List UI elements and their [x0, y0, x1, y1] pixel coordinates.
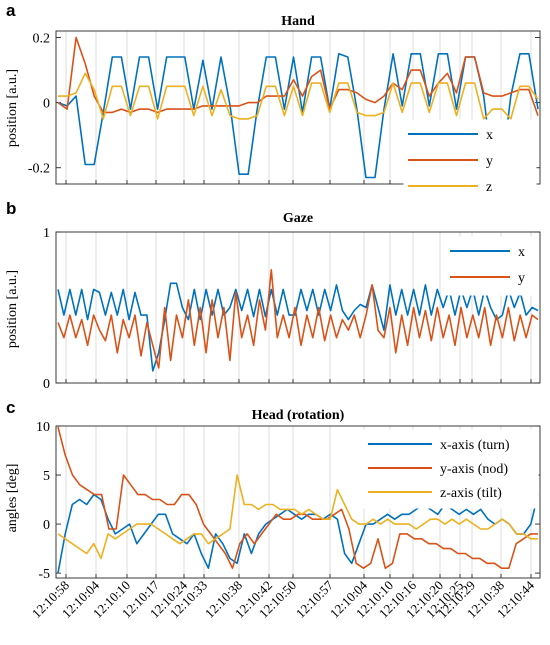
legend-label: z	[486, 180, 492, 195]
panel-c-series	[57, 426, 539, 574]
series-line-x	[57, 53, 539, 179]
panel-c-legend: x-axis (turn) y-axis (nod) z-axis (tilt)	[363, 429, 539, 509]
series-line-x	[57, 282, 539, 372]
legend-label: x-axis (turn)	[440, 438, 510, 453]
legend-label: y-axis (nod)	[440, 462, 508, 477]
panel-b: b Gaze position [a.u.] 0 1 xy	[5, 199, 541, 392]
panel-label-c: c	[6, 398, 15, 417]
x-axis-tick-labels: 12:10:5812:10:0412:10:1012:10:1712:10:24…	[29, 577, 538, 621]
panel-b-legend: xy	[445, 236, 539, 296]
y-tick-label: 1	[43, 226, 50, 241]
panel-a-legend: xyz	[403, 119, 537, 205]
y-tick-label: -5	[38, 567, 50, 582]
panel-c: c Head (rotation) angles [deg] -5 0 5 10 x-…	[5, 398, 541, 582]
panel-c-title: Head (rotation)	[252, 408, 345, 423]
series-line-y	[57, 36, 539, 116]
panel-b-ylabel: position [a.u.]	[5, 270, 20, 348]
panel-a-ticks: -0.2 0 0.2	[28, 32, 540, 184]
panel-a-ylabel: position [a.u.]	[5, 69, 20, 147]
y-tick-label: 0	[43, 97, 50, 112]
panel-c-frame	[55, 425, 541, 579]
series-line-y-axis-nod-	[57, 426, 538, 569]
y-tick-label: 0.2	[33, 32, 51, 47]
legend-label: y	[518, 271, 525, 286]
legend-box	[445, 236, 539, 296]
panel-label-a: a	[6, 1, 16, 20]
legend-label: z-axis (tilt)	[440, 486, 502, 501]
panel-b-frame	[55, 231, 541, 384]
y-tick-label: -0.2	[28, 162, 50, 177]
series-line-z-axis-tilt-	[57, 474, 538, 560]
legend-box	[403, 119, 537, 205]
legend-label: x	[486, 128, 493, 143]
panel-b-series	[57, 269, 539, 372]
y-tick-label: 0	[43, 377, 50, 392]
panel-a: a Hand position [a.u.] -0.2 0 0.2 xyz	[5, 1, 541, 205]
panel-a-frame	[55, 30, 541, 185]
panel-b-title: Gaze	[283, 211, 313, 226]
panel-a-series	[57, 36, 539, 179]
y-tick-label: 10	[36, 420, 50, 435]
y-tick-label: 5	[43, 469, 50, 484]
legend-label: x	[518, 245, 525, 260]
panel-c-ylabel: angles [deg]	[5, 464, 20, 533]
panel-c-ticks: -5 0 5 10	[36, 420, 540, 582]
series-line-z	[58, 72, 539, 120]
legend-label: y	[486, 154, 493, 169]
series-line-y	[57, 269, 539, 369]
panel-label-b: b	[6, 199, 16, 218]
series-line-x-axis-turn-	[57, 493, 539, 574]
panel-a-title: Hand	[281, 14, 315, 29]
y-tick-label: 0	[43, 518, 50, 533]
